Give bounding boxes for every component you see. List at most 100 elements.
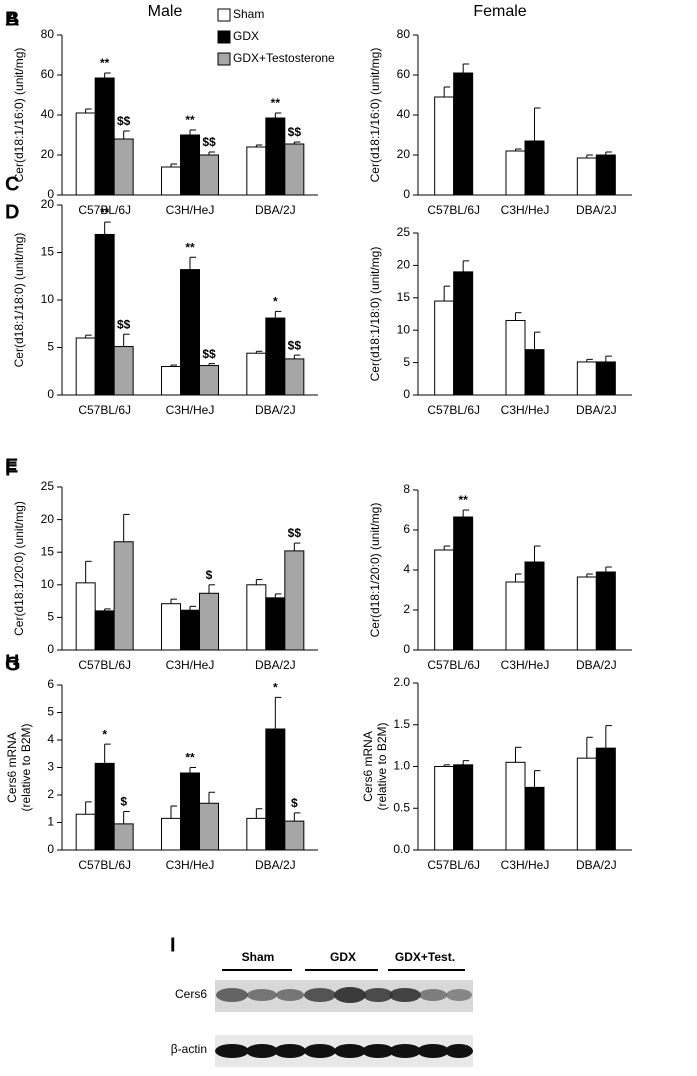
annotation: ** [185, 113, 195, 127]
y-tick-label: 2 [47, 787, 54, 801]
y-axis-label: Cers6 mRNA [361, 731, 375, 802]
y-tick-label: 80 [397, 27, 411, 41]
bar [94, 610, 115, 651]
bar [265, 317, 286, 396]
bar [265, 117, 286, 196]
bar [576, 361, 597, 396]
bar [75, 582, 96, 651]
y-tick-label: 4 [47, 732, 54, 746]
legend-label: GDX [233, 29, 259, 43]
bar [75, 337, 96, 396]
x-tick-label: C3H/HeJ [501, 658, 550, 672]
bar [75, 112, 96, 196]
y-tick-label: 25 [41, 479, 55, 493]
bar [246, 817, 267, 851]
y-tick-label: 5 [403, 355, 410, 369]
bar [284, 358, 305, 396]
y-tick-label: 5 [47, 340, 54, 354]
panel-letter: D [5, 201, 19, 223]
bar [505, 319, 526, 396]
y-axis-label: Cer(d18:1/18:0) (unit/mg) [12, 233, 26, 368]
bar [434, 300, 455, 396]
y-tick-label: 60 [41, 67, 55, 81]
bar [180, 269, 200, 396]
annotation: $$ [202, 347, 216, 361]
bar [284, 143, 305, 196]
panel-letter: A [5, 8, 19, 30]
bar [246, 584, 267, 651]
panel-letter: I [170, 934, 176, 956]
bar [284, 820, 305, 851]
bar [94, 762, 115, 851]
x-tick-label: DBA/2J [255, 658, 296, 672]
y-tick-label: 1 [47, 815, 54, 829]
x-tick-label: C57BL/6J [78, 203, 131, 217]
bar [524, 140, 545, 196]
x-tick-label: C3H/HeJ [501, 203, 550, 217]
bar [161, 817, 181, 851]
annotation: ** [100, 56, 110, 70]
y-axis-label: (relative to B2M) [19, 723, 33, 811]
bar [199, 592, 219, 651]
annotation: $$ [117, 114, 131, 128]
y-tick-label: 10 [41, 577, 55, 591]
bar [113, 138, 134, 196]
y-axis-label: Cer(d18:1/20:0) (unit/mg) [368, 503, 382, 638]
bar [265, 728, 286, 851]
legend-swatch [217, 8, 231, 22]
bar [161, 603, 181, 651]
x-tick-label: C57BL/6J [78, 858, 131, 872]
y-tick-label: 3 [47, 760, 54, 774]
bar [246, 352, 267, 396]
x-tick-label: C57BL/6J [78, 403, 131, 417]
bar [94, 77, 115, 196]
y-axis-label: (relative to B2M) [375, 722, 389, 810]
bar [284, 550, 305, 651]
bar [94, 233, 115, 396]
bar [524, 349, 545, 396]
legend-swatch [217, 30, 231, 44]
y-tick-label: 40 [41, 107, 55, 121]
y-tick-label: 20 [41, 147, 55, 161]
annotation: ** [271, 96, 281, 110]
y-tick-label: 0.0 [393, 842, 410, 856]
bar [453, 271, 474, 396]
y-axis-label: Cer(d18:1/20:0) (unit/mg) [12, 501, 26, 636]
y-tick-label: 20 [41, 197, 55, 211]
x-tick-label: C3H/HeJ [501, 403, 550, 417]
y-tick-label: 10 [41, 292, 55, 306]
panel-title: Female [473, 3, 526, 20]
y-tick-label: 0 [47, 387, 54, 401]
x-tick-label: C57BL/6J [427, 858, 480, 872]
blot-image [215, 980, 473, 1067]
panel-letter: G [5, 653, 21, 675]
annotation: $ [120, 795, 127, 809]
y-axis-label: Cer(d18:1/16:0) (unit/mg) [12, 48, 26, 183]
y-tick-label: 10 [397, 322, 411, 336]
bar [524, 561, 545, 651]
bar [524, 786, 545, 851]
annotation: $ [206, 568, 213, 582]
bar [161, 166, 181, 196]
x-tick-label: DBA/2J [576, 203, 617, 217]
bar [505, 761, 526, 851]
annotation: ** [185, 240, 195, 254]
y-tick-label: 6 [403, 522, 410, 536]
bar [113, 541, 134, 651]
y-tick-label: 0 [403, 187, 410, 201]
annotation: $$ [202, 135, 216, 149]
blot-group-label: GDX+Test. [395, 950, 455, 964]
bar [576, 576, 597, 651]
bar [265, 597, 286, 651]
y-axis-label: Cers6 mRNA [5, 732, 19, 803]
bar [434, 766, 455, 851]
y-tick-label: 4 [403, 562, 410, 576]
annotation: $$ [288, 526, 302, 540]
bar [199, 154, 219, 196]
x-tick-label: C57BL/6J [427, 203, 480, 217]
annotation: $$ [288, 338, 302, 352]
y-tick-label: 1.5 [393, 717, 410, 731]
x-tick-label: DBA/2J [255, 203, 296, 217]
y-tick-label: 6 [47, 677, 54, 691]
